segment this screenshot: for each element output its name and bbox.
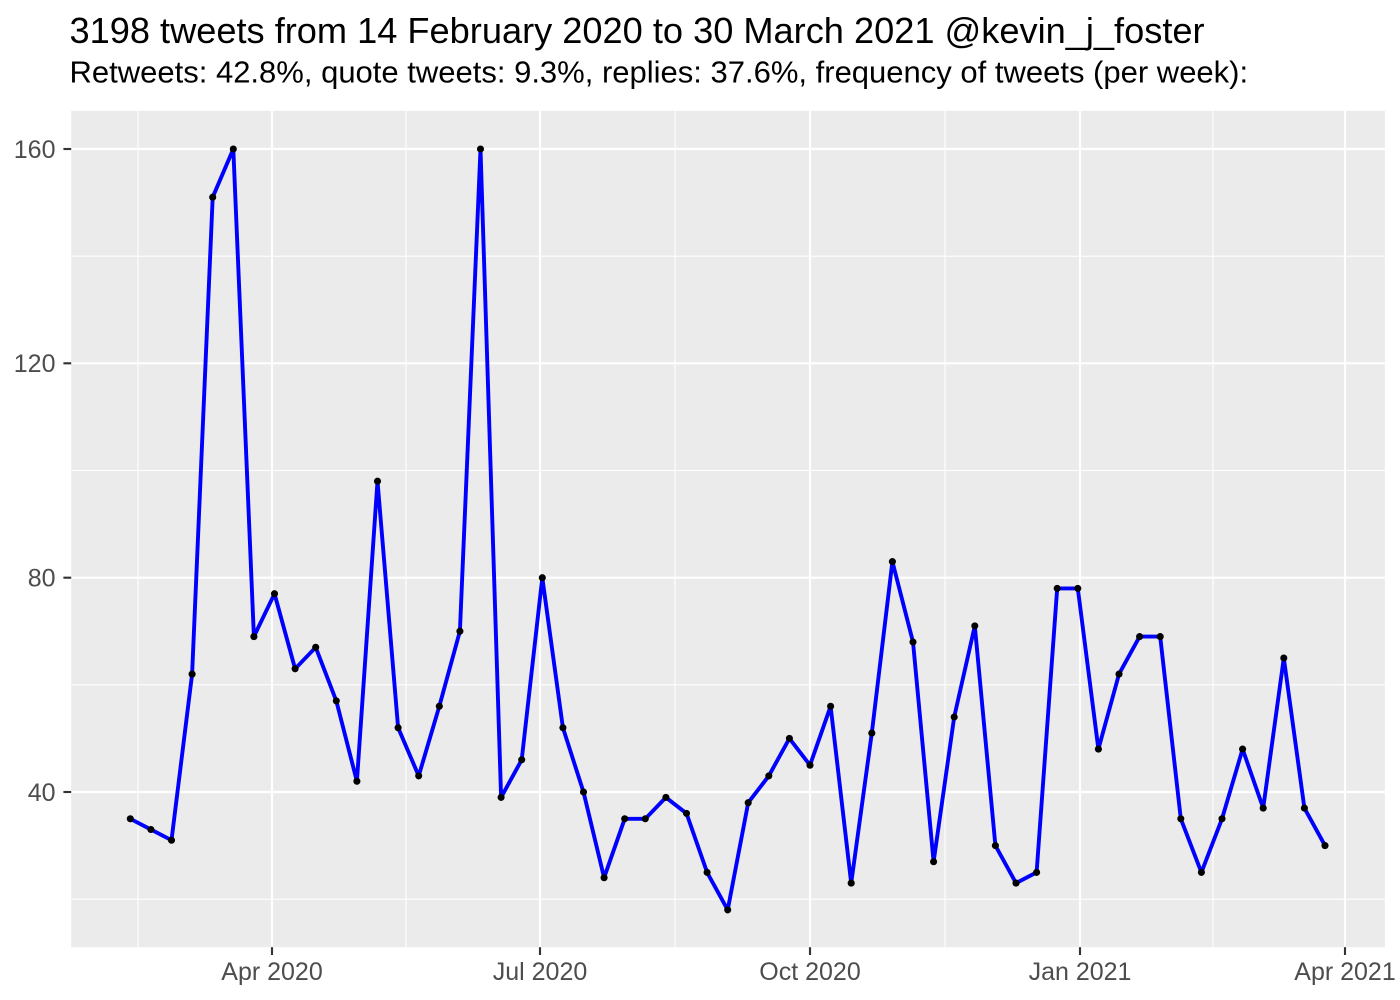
svg-text:Oct 2020: Oct 2020 — [759, 958, 860, 986]
svg-text:Jan 2021: Jan 2021 — [1029, 958, 1132, 986]
svg-text:Apr 2021: Apr 2021 — [1294, 958, 1395, 986]
svg-text:40: 40 — [28, 779, 56, 807]
svg-text:Retweets: 42.8%, quote tweets:: Retweets: 42.8%, quote tweets: 9.3%, rep… — [70, 55, 1249, 90]
svg-text:160: 160 — [14, 136, 56, 164]
svg-text:3198 tweets from 14 February 2: 3198 tweets from 14 February 2020 to 30 … — [70, 10, 1205, 51]
svg-text:Apr 2020: Apr 2020 — [221, 958, 322, 986]
svg-text:80: 80 — [28, 565, 56, 593]
svg-text:Jul 2020: Jul 2020 — [493, 958, 588, 986]
svg-text:120: 120 — [14, 350, 56, 378]
